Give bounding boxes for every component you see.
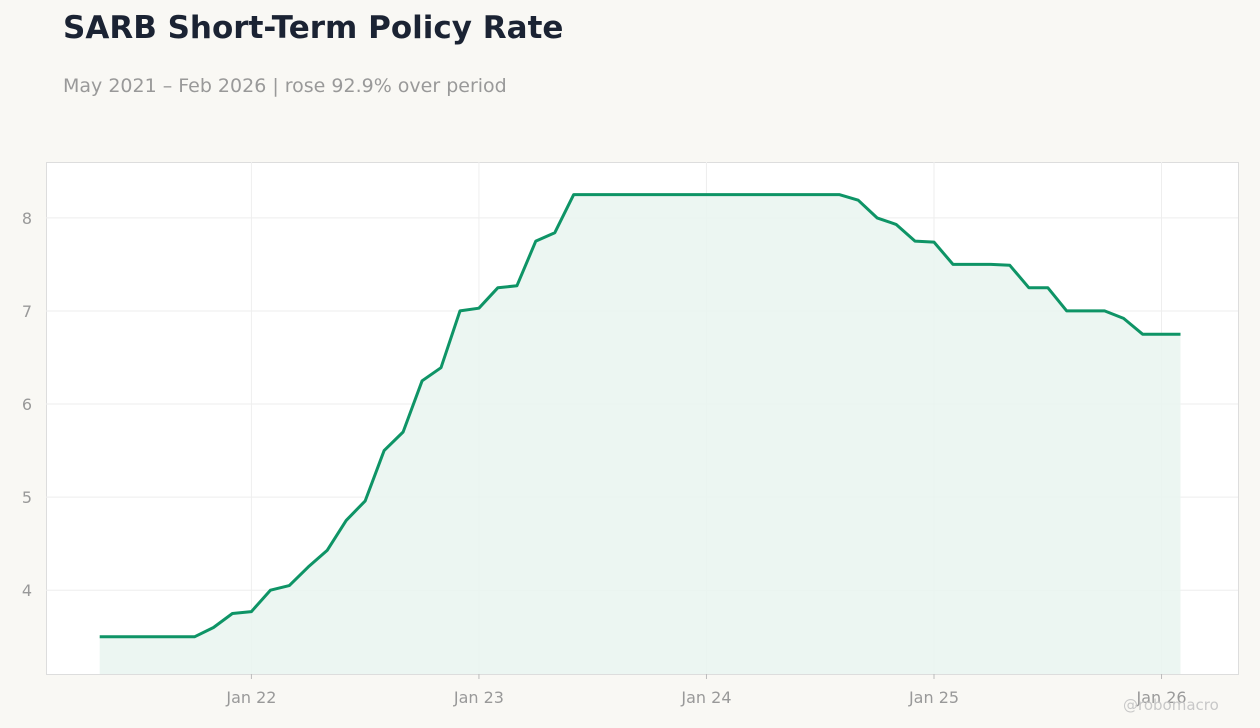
x-tick-label: Jan 25 [908, 688, 959, 707]
x-tick-label: Jan 22 [225, 688, 276, 707]
x-tick-label: Jan 24 [680, 688, 731, 707]
x-tick-label: Jan 26 [1135, 688, 1186, 707]
chart-title: SARB Short-Term Policy Rate [63, 10, 564, 46]
x-tick-label: Jan 23 [453, 688, 504, 707]
y-tick-label: 6 [22, 395, 32, 414]
y-tick-label: 5 [22, 488, 32, 507]
chart-subtitle: May 2021 – Feb 2026 | rose 92.9% over pe… [63, 75, 507, 97]
y-axis-ticks: 4 5 6 7 8 [22, 209, 32, 600]
credit-watermark: @robomacro [1123, 696, 1219, 714]
series-line [99, 193, 1181, 639]
y-tick-label: 8 [22, 209, 32, 228]
series-area-fill [99, 194, 1181, 674]
x-axis-ticks: Jan 22 Jan 23 Jan 24 Jan 25 Jan 26 [225, 674, 1187, 707]
y-tick-label: 7 [22, 302, 32, 321]
y-tick-label: 4 [22, 581, 32, 600]
